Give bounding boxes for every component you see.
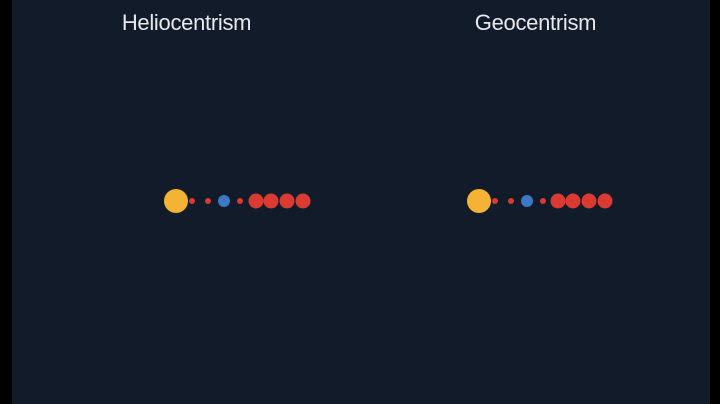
heliocentrism-diagram [164,189,311,213]
geocentrism-panel: Geocentrism [361,0,710,404]
animation-stage: Heliocentrism Geocentrism [12,0,710,404]
heliocentrism-planet-7 [279,193,295,209]
geocentrism-diagram [467,189,613,213]
geocentrism-planet-4 [540,198,546,204]
geocentrism-earth-3 [521,195,533,207]
geocentrism-planet-8 [597,193,613,209]
heliocentrism-earth-3 [218,195,230,207]
geocentrism-planet-5 [550,193,566,209]
heliocentrism-panel: Heliocentrism [12,0,361,404]
heliocentrism-planet-5 [248,193,264,209]
heliocentrism-title: Heliocentrism [121,10,252,35]
heliocentrism-planet-6 [263,193,279,209]
geocentrism-title: Geocentrism [474,10,597,35]
heliocentrism-planet-1 [189,198,195,204]
geocentrism-planet-6 [565,193,581,209]
heliocentrism-planet-4 [237,198,243,204]
geocentrism-sun-0 [467,189,491,213]
heliocentrism-planet-8 [295,193,311,209]
heliocentrism-sun-0 [164,189,188,213]
geocentrism-planet-2 [508,198,514,204]
heliocentrism-planet-2 [205,198,211,204]
geocentrism-planet-1 [492,198,498,204]
geocentrism-planet-7 [581,193,597,209]
